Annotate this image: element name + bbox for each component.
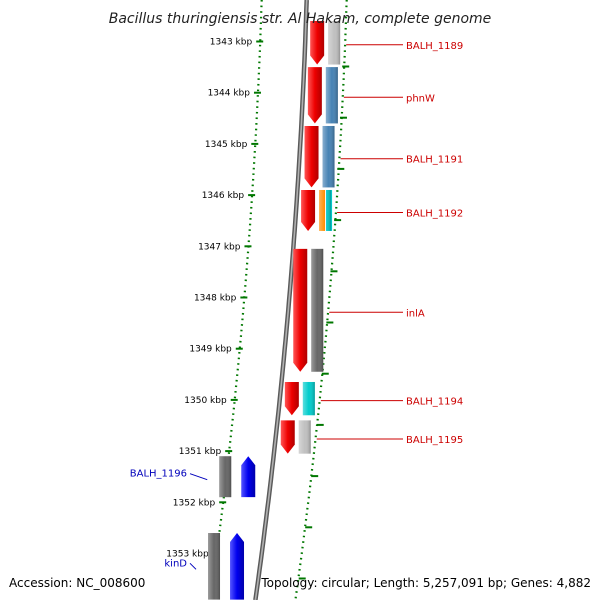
gene-arrow-inlA[interactable] — [293, 248, 308, 372]
gene-arrow-BALH_1191[interactable] — [304, 125, 319, 188]
ruler-tick-label: 1347 kbp — [198, 242, 241, 252]
label-leader-BALH_1196 — [189, 473, 208, 481]
gene-label-BALH_1189[interactable]: BALH_1189 — [406, 41, 463, 52]
cog-bar-shade-BALH_1196 — [219, 456, 232, 498]
cog-bar-shade-BALH_1192 — [319, 189, 332, 231]
genome-backbone-highlight — [254, 0, 308, 600]
cog-bar-shade-kinD — [208, 533, 221, 600]
gene-arrow-BALH_1196[interactable] — [241, 456, 256, 498]
cog-bar-shade-BALH_1191 — [322, 125, 335, 188]
ruler-tick-label: 1351 kbp — [179, 447, 222, 457]
cog-bar-shade-BALH_1189 — [328, 21, 341, 65]
gene-label-phnW[interactable]: phnW — [406, 93, 435, 104]
label-leader-kinD — [189, 562, 197, 570]
gene-label-inlA[interactable]: inlA — [406, 308, 425, 319]
ruler-tick-label: 1344 kbp — [208, 89, 251, 99]
ruler-tick-label: 1343 kbp — [210, 38, 253, 48]
gene-label-kinD[interactable]: kinD — [164, 558, 187, 569]
gene-arrow-BALH_1192[interactable] — [301, 189, 316, 231]
cog-bar-shade-phnW — [325, 67, 338, 124]
gene-arrow-BALH_1189[interactable] — [310, 21, 325, 65]
cog-bar-shade-BALH_1194 — [302, 381, 315, 416]
cog-bar-shade-inlA — [311, 248, 324, 372]
ruler-tick-label: 1350 kbp — [184, 396, 227, 406]
gene-label-BALH_1194[interactable]: BALH_1194 — [406, 397, 463, 408]
topology-summary: Topology: circular; Length: 5,257,091 bp… — [260, 576, 591, 590]
accession-text: Accession: NC_008600 — [9, 576, 145, 590]
map-title: Bacillus thuringiensis str. Al Hakam, co… — [109, 11, 492, 27]
gene-arrow-kinD[interactable] — [230, 533, 245, 600]
ruler-tick-label: 1345 kbp — [205, 140, 248, 150]
cog-bar-shade-BALH_1195 — [298, 420, 311, 454]
ruler-tick-label: 1352 kbp — [173, 498, 216, 508]
ruler-tick-label: 1349 kbp — [189, 345, 232, 355]
gene-arrow-BALH_1194[interactable] — [284, 381, 299, 416]
gene-arrow-phnW[interactable] — [307, 67, 322, 124]
ruler-tick-label: 1346 kbp — [202, 191, 245, 201]
gene-arrow-BALH_1195[interactable] — [280, 420, 295, 454]
gene-label-BALH_1195[interactable]: BALH_1195 — [406, 435, 463, 446]
gene-label-BALH_1196[interactable]: BALH_1196 — [130, 469, 187, 480]
ruler-tick-label: 1348 kbp — [194, 294, 237, 304]
ruler-tick-label: 1353 kbp — [166, 550, 209, 560]
gene-label-BALH_1192[interactable]: BALH_1192 — [406, 208, 463, 219]
gene-label-BALH_1191[interactable]: BALH_1191 — [406, 155, 463, 166]
